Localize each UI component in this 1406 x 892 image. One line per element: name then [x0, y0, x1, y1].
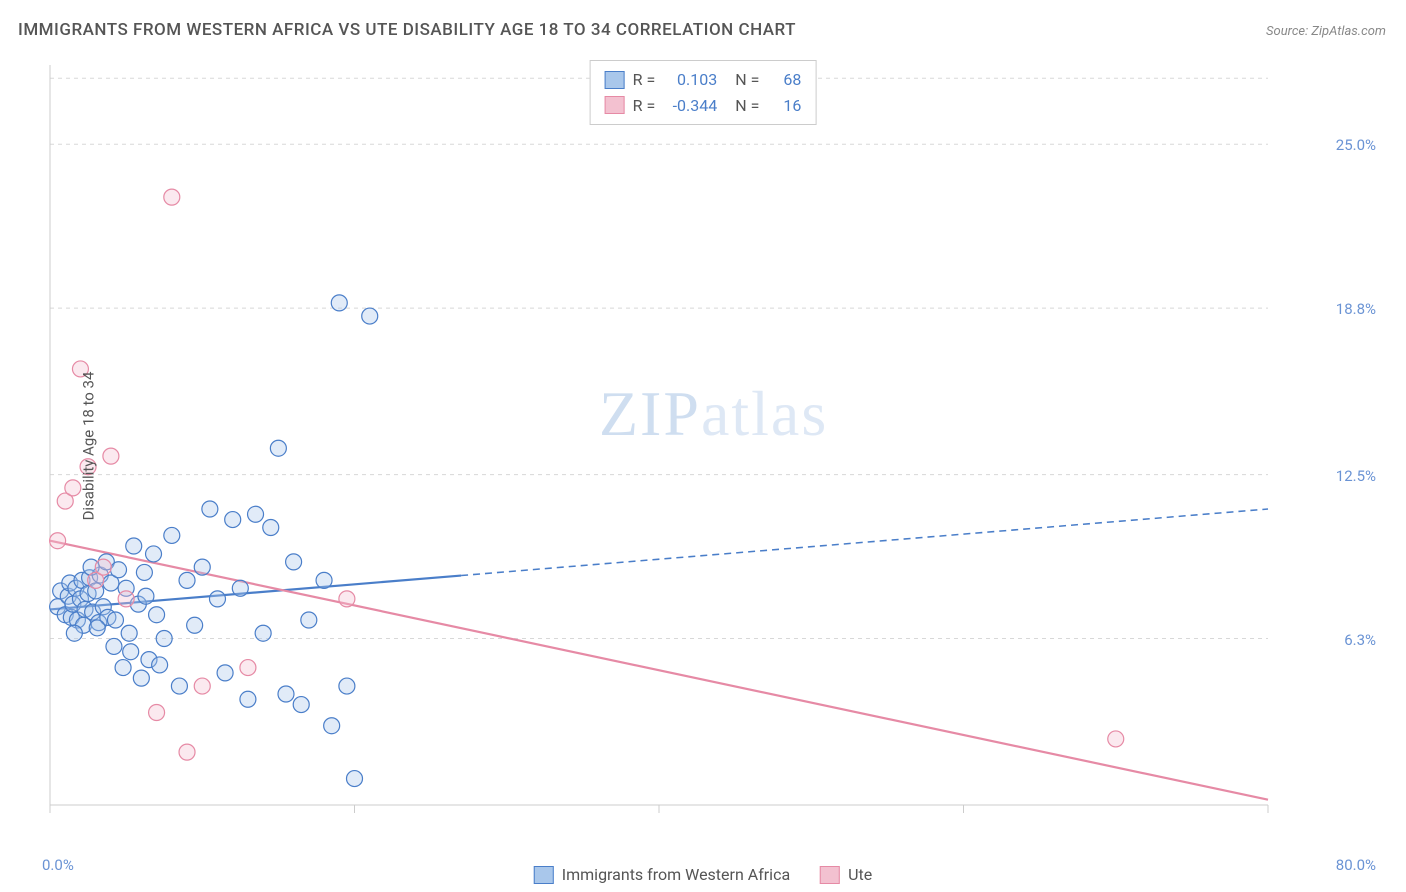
scatter-chart-svg — [48, 55, 1328, 835]
bottom-legend: Immigrants from Western Africa Ute — [534, 865, 872, 884]
x-axis-max-label: 80.0% — [1336, 856, 1376, 874]
plot-area: ZIPatlas — [48, 55, 1328, 835]
legend-n-value: 16 — [771, 93, 801, 119]
legend-n-label: N = — [735, 93, 759, 119]
y-axis-tick-label: 18.8% — [1336, 300, 1376, 318]
y-axis-tick-label: 12.5% — [1336, 467, 1376, 485]
legend-r-label: R = — [633, 67, 656, 93]
legend-swatch — [605, 71, 625, 89]
legend-swatch — [534, 866, 554, 884]
legend-label: Immigrants from Western Africa — [562, 865, 790, 884]
source-attribution: Source: ZipAtlas.com — [1266, 24, 1386, 39]
legend-label: Ute — [848, 865, 872, 884]
legend-swatch — [605, 96, 625, 114]
legend-r-label: R = — [633, 93, 656, 119]
correlation-legend: R = 0.103 N = 68 R = -0.344 N = 16 — [590, 60, 817, 125]
bottom-legend-item: Immigrants from Western Africa — [534, 865, 790, 884]
y-axis-tick-label: 6.3% — [1344, 631, 1376, 649]
legend-r-value: 0.103 — [667, 67, 717, 93]
y-axis-label: Disability Age 18 to 34 — [79, 372, 97, 521]
y-axis-tick-label: 25.0% — [1336, 136, 1376, 154]
bottom-legend-item: Ute — [820, 865, 872, 884]
legend-n-value: 68 — [771, 67, 801, 93]
correlation-legend-row: R = 0.103 N = 68 — [605, 67, 802, 93]
legend-r-value: -0.344 — [667, 93, 717, 119]
x-axis-min-label: 0.0% — [42, 856, 74, 874]
correlation-legend-row: R = -0.344 N = 16 — [605, 93, 802, 119]
legend-swatch — [820, 866, 840, 884]
legend-n-label: N = — [735, 67, 759, 93]
chart-title: IMMIGRANTS FROM WESTERN AFRICA VS UTE DI… — [18, 20, 796, 40]
